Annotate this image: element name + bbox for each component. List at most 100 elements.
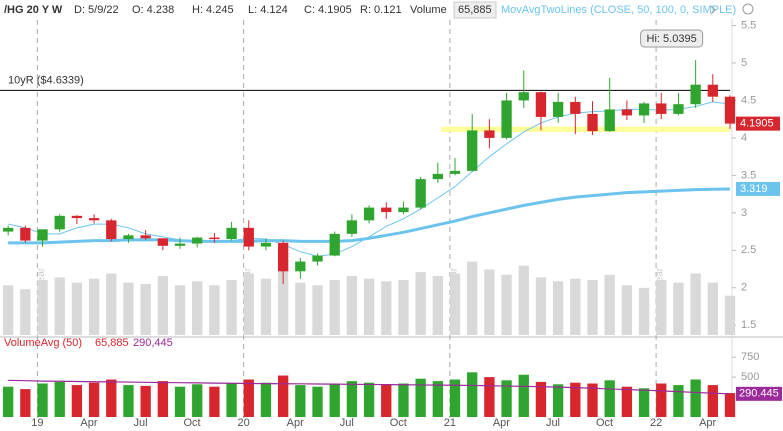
volume-bar [415, 378, 426, 417]
candle-body [226, 227, 237, 240]
settings-icon[interactable] [742, 3, 754, 15]
candle-body [123, 235, 134, 240]
candle-body [192, 237, 203, 244]
background-volume-bar [604, 274, 615, 335]
background-volume-bar [363, 278, 375, 335]
background-volume-bar [277, 266, 289, 335]
volume-bar [346, 381, 358, 417]
volume-bar [501, 380, 512, 417]
background-volume-bar [123, 282, 134, 335]
background-volume-bar [174, 285, 186, 335]
background-volume-bar [621, 285, 633, 335]
volume-bar [192, 384, 203, 417]
study-label[interactable]: MovAvgTwoLines (CLOSE, 50, 100, 0, SIMPL… [501, 4, 736, 16]
x-tick-label: Jul [340, 417, 354, 429]
volume-avg-box [736, 386, 782, 401]
background-volume-bar [140, 283, 151, 335]
candle-body [638, 103, 650, 116]
low: L: 4.124 [248, 4, 288, 16]
volume-bar [552, 384, 564, 417]
candle-body [604, 109, 615, 132]
x-tick-label: Apr [699, 417, 716, 429]
symbol[interactable]: /HG 20 Y W [4, 4, 63, 16]
candle-body [106, 220, 117, 240]
volume-bar [88, 382, 100, 417]
date: D: 5/9/22 [74, 4, 119, 16]
volume-tick-label: 500 [741, 371, 759, 383]
volume-bar [638, 388, 650, 417]
background-volume-bar [587, 280, 598, 335]
candle-body [88, 218, 100, 221]
volume-bar [518, 374, 529, 417]
y-tick-label: 2.5 [741, 244, 756, 256]
y-tick-label: 5 [741, 57, 747, 69]
candle-body [656, 103, 667, 114]
candle-body [535, 92, 547, 117]
background-volume-bar [673, 282, 684, 335]
background-volume-bar [295, 282, 306, 335]
candle-body [277, 242, 289, 272]
volume-bar [621, 386, 633, 417]
collapse-icon[interactable] [710, 5, 716, 15]
background-volume-bar [690, 273, 701, 335]
volume-bar [174, 386, 186, 417]
volume-bar [329, 383, 340, 417]
last-price-box [736, 116, 780, 131]
volume-bar [690, 379, 701, 417]
candle-body [243, 227, 254, 247]
background-volume-bar [518, 265, 529, 335]
background-volume-bar [106, 273, 117, 335]
volume-bar [140, 385, 151, 417]
background-volume-bar [381, 281, 392, 335]
volume-avg-value: 290.445 [739, 388, 779, 400]
x-tick-label: 20 [237, 417, 249, 429]
background-volume-bar [192, 281, 203, 335]
candle-body [467, 130, 478, 171]
volume: 65,885 [458, 4, 492, 16]
volume-bar [673, 385, 684, 417]
background-volume-bar [329, 280, 340, 335]
candle-body [157, 238, 168, 246]
volume-bar [398, 383, 409, 417]
candle-body [71, 215, 83, 219]
candle-body [3, 227, 14, 232]
candle-body [174, 243, 186, 246]
candle-body [621, 109, 633, 116]
volume-bar [432, 381, 443, 417]
x-tick-label: Oct [183, 417, 200, 429]
x-tick-label: 22 [650, 417, 662, 429]
high-bubble [640, 29, 704, 48]
background-volume-bar [54, 277, 65, 335]
background-volume-bar [638, 287, 650, 335]
candle-body [260, 242, 272, 247]
header-bar [0, 0, 730, 20]
x-tick-label: Jul [133, 417, 147, 429]
background-volume-bar [570, 278, 581, 335]
volume-bar [243, 379, 254, 417]
background-volume-bar [656, 280, 667, 335]
candle-body [518, 92, 529, 101]
background-volume-bar [467, 261, 478, 335]
background-volume-bar [501, 274, 512, 335]
candle-body [209, 237, 220, 240]
volume-bar [260, 382, 272, 417]
background-volume-bar [552, 281, 564, 335]
volume-title: VolumeAvg (50) [4, 337, 82, 349]
x-tick-label: 19 [31, 417, 43, 429]
candle-body [381, 207, 392, 213]
candle-body [587, 113, 598, 132]
ma-slow-value-box [736, 181, 780, 196]
volume-bar [484, 377, 495, 417]
volume-bar [363, 382, 375, 417]
volume-bar [71, 385, 83, 417]
background-volume-bar [432, 276, 443, 335]
candle-body [501, 100, 512, 138]
candle-body [398, 207, 409, 213]
candle-body [312, 255, 323, 262]
candle-body [295, 261, 306, 272]
volume-bar [295, 385, 306, 417]
candle-body [363, 207, 375, 221]
background-volume-bar [260, 278, 272, 335]
volume-bar [226, 383, 237, 417]
